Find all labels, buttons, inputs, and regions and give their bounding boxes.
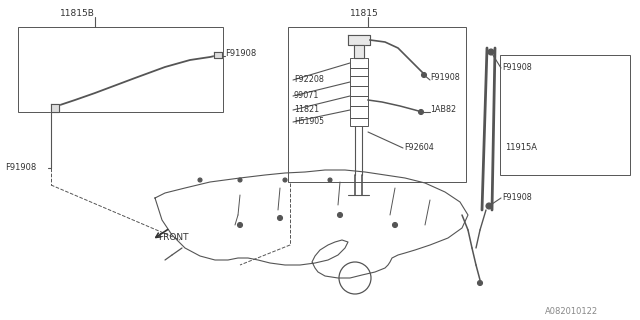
Circle shape	[488, 49, 494, 55]
Circle shape	[328, 178, 332, 182]
Text: 11821: 11821	[294, 106, 319, 115]
Bar	[350, 68, 368, 76]
Polygon shape	[354, 45, 364, 58]
Text: F92604: F92604	[404, 143, 434, 153]
Text: F91908: F91908	[502, 194, 532, 203]
Bar	[18, 27, 223, 112]
Text: 1AB82: 1AB82	[430, 106, 456, 115]
Bar	[350, 118, 368, 126]
Text: A082010122: A082010122	[545, 308, 598, 316]
Bar	[350, 106, 368, 118]
Circle shape	[419, 109, 424, 115]
Bar	[500, 55, 630, 175]
Text: 11915A: 11915A	[505, 143, 537, 153]
Text: F91908: F91908	[502, 63, 532, 73]
Circle shape	[283, 178, 287, 182]
Bar	[350, 86, 368, 96]
Bar	[350, 96, 368, 106]
Text: 11815B: 11815B	[60, 10, 95, 19]
Text: F92208: F92208	[294, 76, 324, 84]
Polygon shape	[51, 104, 59, 112]
Text: F91908: F91908	[430, 74, 460, 83]
Circle shape	[237, 222, 243, 228]
Circle shape	[477, 281, 483, 285]
Text: FRONT: FRONT	[158, 233, 189, 242]
Circle shape	[238, 178, 242, 182]
Circle shape	[422, 73, 426, 77]
Circle shape	[486, 203, 492, 209]
Text: F91908: F91908	[5, 164, 36, 172]
Bar	[350, 58, 368, 68]
Bar	[288, 27, 466, 182]
Polygon shape	[214, 52, 222, 58]
Text: H51905: H51905	[294, 117, 324, 126]
Circle shape	[337, 212, 342, 218]
Bar	[350, 76, 368, 86]
Polygon shape	[348, 35, 370, 45]
Text: 99071: 99071	[294, 92, 319, 100]
Text: 11815: 11815	[350, 10, 379, 19]
Circle shape	[198, 178, 202, 182]
Circle shape	[278, 215, 282, 220]
Circle shape	[392, 222, 397, 228]
Text: F91908: F91908	[225, 50, 256, 59]
